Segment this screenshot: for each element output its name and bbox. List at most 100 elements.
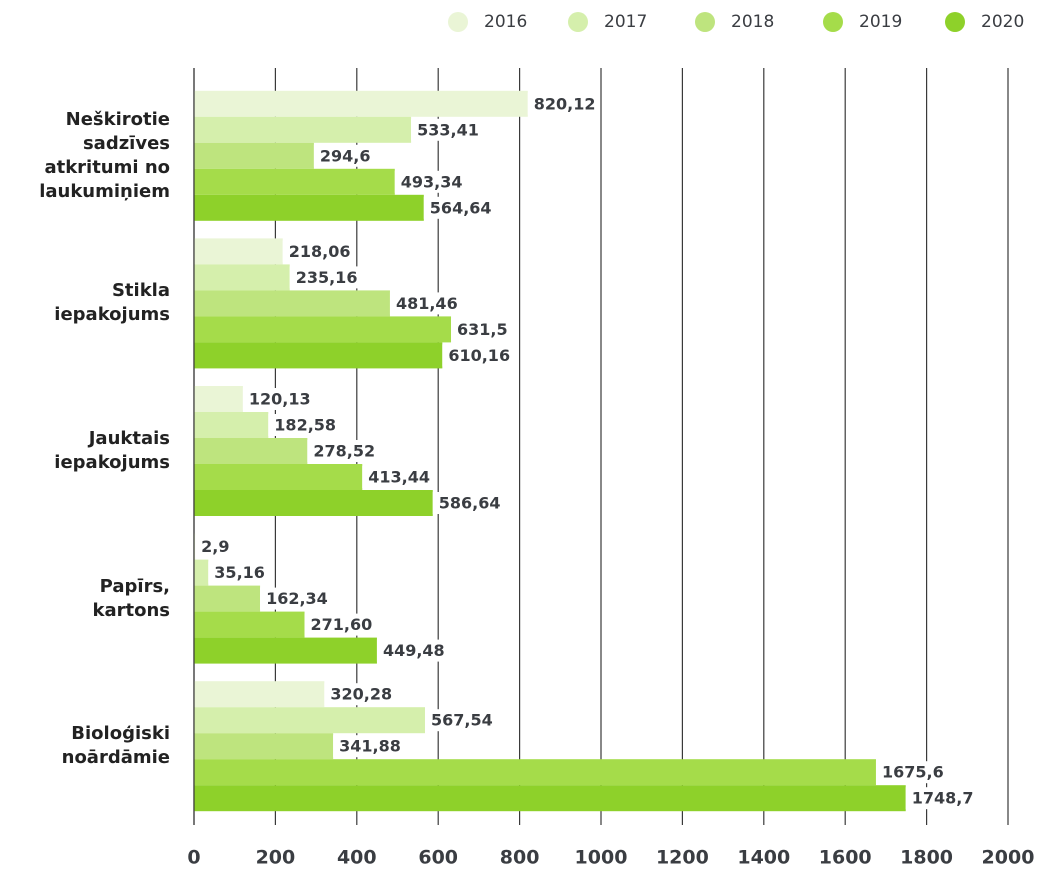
value-label: 631,5 xyxy=(457,320,508,339)
value-label-bg xyxy=(362,466,435,488)
bar xyxy=(194,490,433,516)
value-label-bg xyxy=(432,492,505,514)
value-label-bg xyxy=(411,118,483,141)
bar xyxy=(194,585,261,612)
x-tick-label: 1200 xyxy=(656,847,709,869)
bar xyxy=(194,707,425,734)
value-label-bg xyxy=(282,240,355,263)
value-label: 493,34 xyxy=(401,172,463,191)
x-tick-label: 1600 xyxy=(819,847,872,869)
category-label: Jauktais iepakojums xyxy=(54,428,170,473)
x-tick-label: 1000 xyxy=(575,847,628,869)
value-label: 820,12 xyxy=(534,94,596,113)
bar xyxy=(194,316,452,343)
legend-label: 2017 xyxy=(604,12,647,32)
value-label: 35,16 xyxy=(214,563,265,582)
value-label-bg xyxy=(324,683,397,706)
bar xyxy=(194,194,424,221)
x-tick-label: 400 xyxy=(337,847,377,869)
legend-label: 2019 xyxy=(859,12,902,32)
x-tick-label: 1400 xyxy=(737,847,790,869)
value-label: 182,58 xyxy=(274,416,336,435)
x-tick-label: 1800 xyxy=(900,847,953,869)
legend-swatch xyxy=(448,12,468,32)
bar xyxy=(194,90,528,117)
value-label-bg xyxy=(242,388,315,410)
value-label-bg xyxy=(260,587,332,610)
bar xyxy=(194,168,395,195)
value-label-bg xyxy=(376,639,449,662)
value-label-bg xyxy=(313,144,375,167)
value-label: 2,9 xyxy=(201,537,229,556)
value-label-bg xyxy=(333,735,405,758)
value-label-bg xyxy=(527,92,600,115)
x-tick-label: 0 xyxy=(187,847,200,869)
value-label-bg xyxy=(389,292,462,315)
legend-swatch xyxy=(945,12,965,32)
value-label-bg xyxy=(307,440,380,462)
bar xyxy=(194,116,412,143)
value-label-bg xyxy=(268,414,341,436)
value-label: 271,60 xyxy=(311,615,373,634)
legend-label: 2020 xyxy=(981,12,1024,32)
legend-swatch xyxy=(695,12,715,32)
value-label-bg xyxy=(424,709,497,732)
bar xyxy=(194,438,308,464)
bar xyxy=(194,290,390,317)
legend-swatch xyxy=(568,12,588,32)
bar xyxy=(194,559,209,586)
value-label: 481,46 xyxy=(396,294,458,313)
value-label: 235,16 xyxy=(296,268,358,287)
legend-swatch xyxy=(823,12,843,32)
value-label-bg xyxy=(875,761,948,784)
value-label-bg xyxy=(905,787,978,810)
value-label: 341,88 xyxy=(339,737,401,756)
value-label-bg xyxy=(442,344,515,367)
value-label: 162,34 xyxy=(266,589,328,608)
value-label: 278,52 xyxy=(313,442,375,461)
bar xyxy=(194,759,876,786)
bar xyxy=(194,464,363,490)
bar xyxy=(194,785,906,812)
value-label: 586,64 xyxy=(439,494,501,513)
value-label-bg xyxy=(423,196,496,219)
value-label: 218,06 xyxy=(289,242,351,261)
bar xyxy=(194,733,334,760)
value-label: 1675,6 xyxy=(882,763,944,782)
value-label-bg xyxy=(451,318,512,341)
category-label: Neškirotie sadzīves atkritumi no laukumi… xyxy=(39,108,170,202)
value-label: 1748,7 xyxy=(912,789,974,808)
bar xyxy=(194,681,325,708)
value-label: 610,16 xyxy=(448,346,510,365)
value-label-bg xyxy=(208,561,269,584)
value-label-bg xyxy=(195,535,234,558)
value-label: 449,48 xyxy=(383,641,445,660)
bar xyxy=(194,264,290,291)
bar xyxy=(194,386,243,412)
x-tick-label: 600 xyxy=(418,847,458,869)
value-label: 567,54 xyxy=(431,711,493,730)
value-label-bg xyxy=(394,170,467,193)
x-tick-label: 800 xyxy=(500,847,540,869)
bar xyxy=(194,611,305,638)
bar xyxy=(194,637,377,664)
x-tick-label: 200 xyxy=(256,847,296,869)
value-label: 320,28 xyxy=(330,685,392,704)
value-label: 120,13 xyxy=(249,390,311,409)
legend-label: 2018 xyxy=(731,12,774,32)
bar xyxy=(194,142,314,169)
value-label-bg xyxy=(304,613,377,636)
value-label: 294,6 xyxy=(320,146,371,165)
value-label-bg xyxy=(289,266,362,289)
bar xyxy=(194,342,443,369)
bar xyxy=(194,412,269,438)
category-label: Papīrs, kartons xyxy=(92,575,171,621)
value-label: 564,64 xyxy=(430,198,492,217)
x-tick-label: 2000 xyxy=(982,847,1035,869)
bar xyxy=(194,238,283,265)
category-label: Bioloģiski noārdāmie xyxy=(61,723,170,769)
category-label: Stikla iepakojums xyxy=(54,280,170,326)
value-label: 533,41 xyxy=(417,120,479,139)
